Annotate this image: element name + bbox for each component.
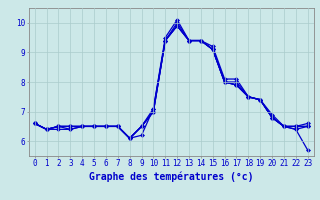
- X-axis label: Graphe des températures (°c): Graphe des températures (°c): [89, 171, 253, 182]
